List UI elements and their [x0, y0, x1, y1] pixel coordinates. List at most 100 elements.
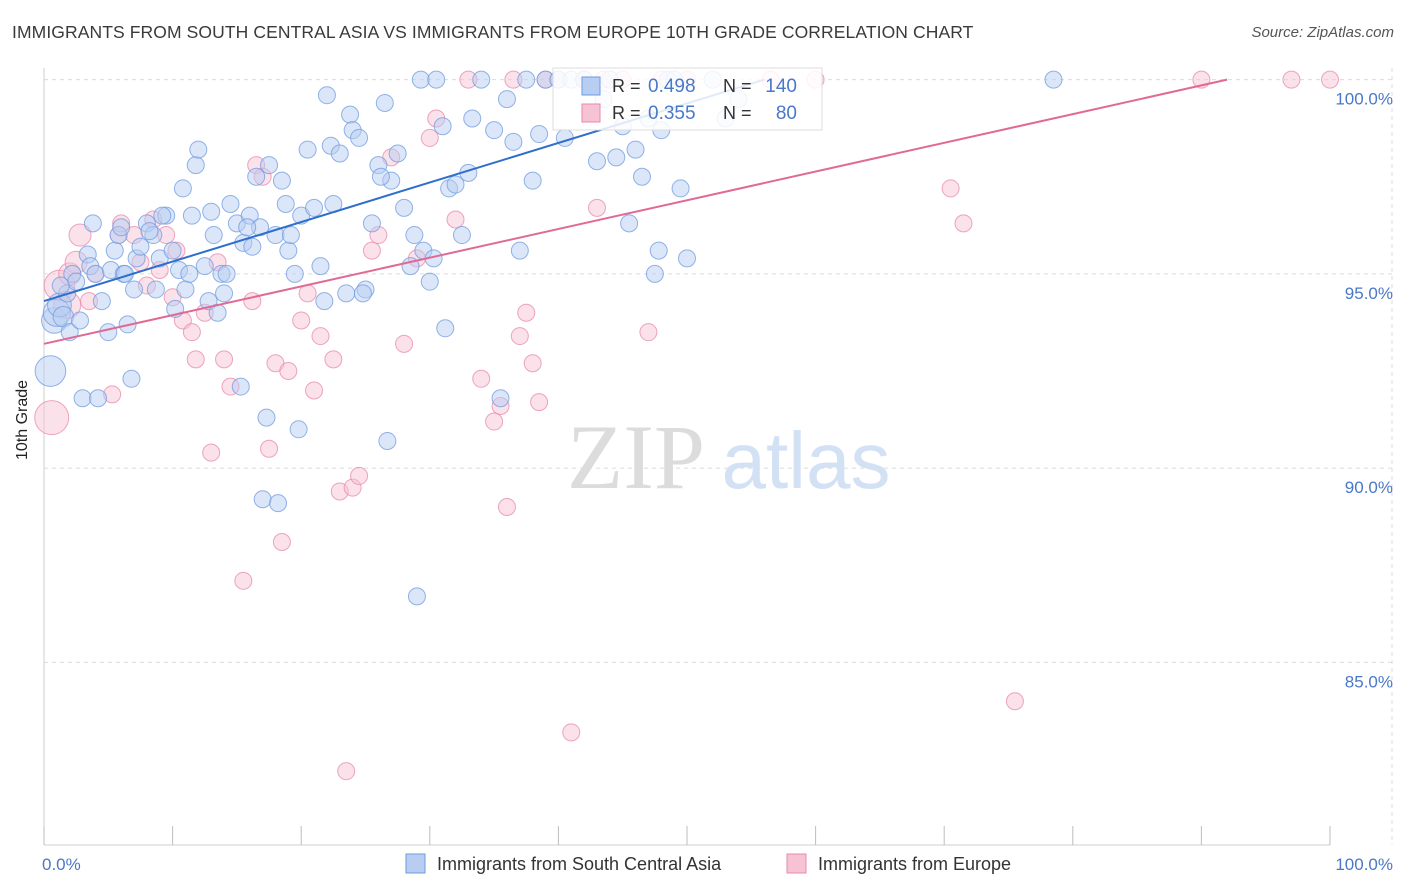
point-south-central-asia — [530, 125, 549, 144]
point-south-central-asia — [305, 198, 324, 217]
legend-r-label: R = — [612, 76, 641, 96]
point-south-central-asia — [678, 249, 696, 268]
point-south-central-asia — [51, 276, 70, 295]
legend-n-value: 140 — [765, 76, 797, 97]
point-south-central-asia — [420, 272, 439, 291]
point-europe — [337, 762, 356, 781]
point-south-central-asia — [122, 369, 141, 388]
point-south-central-asia — [140, 222, 159, 241]
bottom-legend: Immigrants from South Central Asia Immigr… — [405, 853, 1011, 874]
point-south-central-asia — [407, 587, 426, 606]
point-south-central-asia — [67, 272, 86, 291]
watermark-zip: ZIP — [567, 406, 705, 508]
point-south-central-asia — [626, 140, 645, 159]
point-europe — [362, 241, 381, 260]
point-europe — [215, 350, 234, 369]
point-south-central-asia — [125, 280, 144, 299]
point-south-central-asia — [353, 284, 372, 303]
point-south-central-asia — [180, 264, 199, 283]
point-europe — [562, 723, 581, 742]
watermark-atlas: atlas — [722, 416, 891, 505]
point-europe — [420, 128, 439, 147]
point-europe — [350, 466, 369, 485]
legend-n-label: N = — [723, 76, 752, 96]
point-europe — [182, 323, 201, 342]
tick-labels: 100.0% 95.0% 90.0% 85.0% 0.0% 100.0% — [42, 90, 1393, 874]
point-south-central-asia — [231, 377, 250, 396]
bottom-legend-swatch — [786, 853, 807, 874]
point-south-central-asia — [182, 206, 201, 225]
point-south-central-asia — [253, 490, 272, 509]
point-south-central-asia — [92, 292, 111, 311]
gridlines — [44, 68, 1393, 845]
point-europe — [395, 334, 414, 353]
point-europe — [234, 571, 253, 590]
legend-n-label: N = — [723, 103, 752, 123]
chart-title: IMMIGRANTS FROM SOUTH CENTRAL ASIA VS IM… — [12, 22, 974, 42]
point-south-central-asia — [472, 70, 491, 89]
point-south-central-asia — [281, 226, 300, 245]
point-south-central-asia — [298, 140, 317, 159]
point-south-central-asia — [186, 156, 205, 175]
point-south-central-asia — [176, 280, 195, 299]
point-south-central-asia — [485, 121, 504, 140]
point-south-central-asia — [510, 241, 529, 260]
point-south-central-asia — [238, 218, 257, 237]
trend-line-europe — [43, 78, 1228, 345]
point-south-central-asia — [285, 264, 304, 283]
point-south-central-asia — [517, 70, 536, 89]
point-south-central-asia — [463, 109, 482, 128]
point-europe — [202, 443, 221, 462]
point-europe — [510, 327, 529, 346]
legend-swatch — [581, 103, 601, 123]
point-south-central-asia — [217, 264, 236, 283]
point-europe — [272, 532, 291, 551]
point-south-central-asia — [153, 206, 172, 225]
point-europe — [1321, 70, 1339, 89]
point-south-central-asia — [427, 70, 446, 89]
point-south-central-asia — [99, 323, 118, 342]
point-south-central-asia — [452, 226, 471, 245]
point-europe — [186, 350, 205, 369]
point-south-central-asia — [276, 194, 295, 213]
point-south-central-asia — [645, 264, 664, 283]
y-tick-label: 85.0% — [1345, 672, 1393, 691]
point-europe — [1005, 692, 1024, 711]
point-south-central-asia — [378, 431, 397, 450]
point-south-central-asia — [632, 167, 651, 186]
x-tick-label-right: 100.0% — [1335, 855, 1393, 874]
point-europe — [954, 214, 973, 233]
point-south-central-asia — [337, 284, 356, 303]
point-south-central-asia — [247, 167, 266, 186]
x-tick-label-left: 0.0% — [42, 855, 81, 874]
point-south-central-asia — [204, 226, 223, 245]
y-tick-label: 95.0% — [1345, 284, 1393, 303]
y-tick-label: 90.0% — [1345, 478, 1393, 497]
point-europe — [587, 198, 606, 217]
point-south-central-asia — [243, 237, 262, 256]
point-europe — [292, 311, 311, 330]
point-europe — [530, 393, 549, 412]
point-south-central-asia — [317, 86, 336, 105]
point-south-central-asia — [620, 214, 639, 233]
point-south-central-asia — [555, 128, 574, 147]
point-south-central-asia — [146, 280, 165, 299]
point-europe — [497, 498, 516, 517]
legend-r-value: 0.498 — [648, 76, 696, 97]
point-south-central-asia — [269, 494, 288, 513]
bottom-legend-swatch — [405, 853, 426, 874]
point-south-central-asia — [491, 389, 510, 408]
point-europe — [517, 303, 536, 322]
point-south-central-asia — [34, 355, 67, 387]
point-south-central-asia — [395, 198, 414, 217]
point-south-central-asia — [71, 311, 90, 330]
point-south-central-asia — [260, 156, 279, 175]
point-europe — [446, 210, 465, 229]
point-europe — [305, 381, 324, 400]
point-europe — [279, 362, 298, 381]
point-south-central-asia — [523, 171, 542, 190]
point-south-central-asia — [362, 214, 381, 233]
point-south-central-asia — [272, 171, 291, 190]
legend-r-label: R = — [612, 103, 641, 123]
